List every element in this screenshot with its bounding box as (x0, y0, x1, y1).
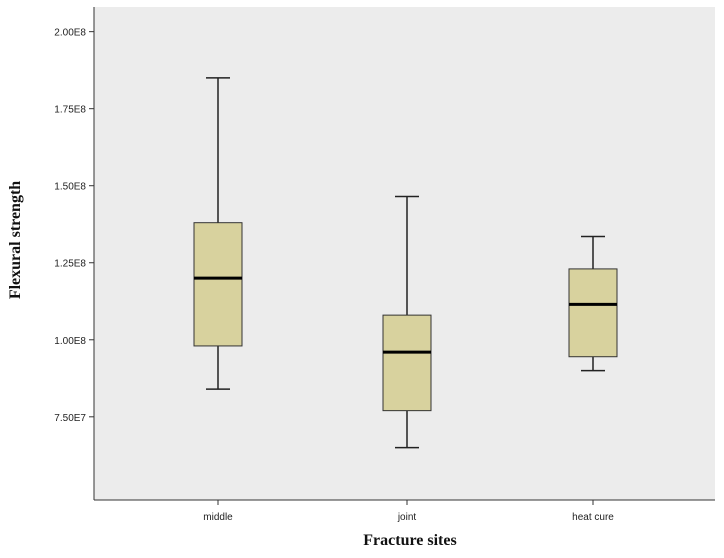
iqr-box (568, 268, 618, 358)
x-tick-label: heat cure (572, 512, 614, 523)
x-tick-label: middle (203, 512, 233, 523)
y-tick-label: 1.50E8 (54, 182, 86, 193)
iqr-box (193, 222, 243, 347)
y-tick-label: 1.75E8 (54, 105, 86, 116)
box-middle (193, 77, 243, 390)
plot-area (94, 7, 715, 500)
y-tick-label: 1.25E8 (54, 259, 86, 270)
box-series (193, 77, 618, 449)
y-tick-label: 1.00E8 (54, 336, 86, 347)
x-axis-title: Fracture sites (363, 532, 456, 549)
x-tick-label: joint (397, 512, 417, 523)
box-heat-cure (568, 235, 618, 372)
y-tick-label: 7.50E7 (54, 413, 86, 424)
y-axis-ticks: 7.50E7 1.00E8 1.25E8 1.50E8 1.75E8 2.00E8 (54, 28, 94, 424)
y-axis-title: Flexural strength (7, 181, 24, 299)
box-joint (382, 195, 432, 449)
y-tick-label: 2.00E8 (54, 28, 86, 39)
iqr-box (382, 314, 432, 412)
x-axis-ticks: middle joint heat cure (203, 500, 614, 523)
